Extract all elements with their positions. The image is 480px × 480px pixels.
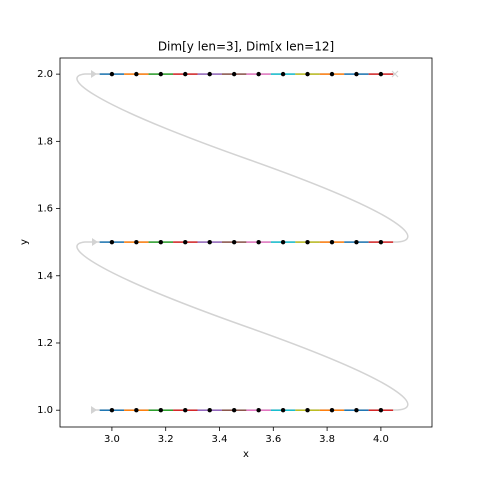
end-marker — [391, 70, 399, 78]
point — [378, 71, 384, 77]
point — [280, 71, 286, 77]
marks — [99, 71, 394, 413]
point — [134, 71, 139, 77]
y-tick-label: 1.0 — [37, 405, 53, 416]
point — [378, 239, 384, 245]
point — [183, 407, 188, 413]
point — [231, 71, 237, 77]
point — [354, 71, 359, 77]
chart-title: Dim[y len=3], Dim[x len=12] — [158, 40, 334, 54]
point — [109, 71, 115, 77]
y-tick-label: 1.8 — [37, 136, 53, 147]
point — [280, 407, 286, 413]
point — [134, 239, 139, 245]
point — [158, 71, 164, 77]
point — [329, 239, 335, 245]
point — [329, 407, 335, 413]
point — [329, 71, 335, 77]
point — [231, 239, 237, 245]
point — [158, 239, 164, 245]
point — [109, 239, 115, 245]
x-tick-label: 3.6 — [265, 434, 281, 445]
point — [305, 239, 310, 245]
x-tick-label: 3.8 — [319, 434, 335, 445]
point — [183, 71, 188, 77]
start-marker — [91, 406, 97, 414]
point — [354, 239, 359, 245]
point — [305, 407, 310, 413]
point — [183, 239, 188, 245]
x-axis-label: x — [243, 449, 249, 460]
point — [256, 407, 261, 413]
point — [280, 239, 286, 245]
x-tick-label: 3.4 — [212, 434, 228, 445]
x-tick-label: 3.2 — [158, 434, 174, 445]
point — [158, 407, 164, 413]
point — [134, 407, 139, 413]
point — [354, 407, 359, 413]
y-tick-label: 2.0 — [37, 69, 53, 80]
y-tick-label: 1.4 — [37, 271, 53, 282]
point — [207, 239, 212, 245]
point — [378, 407, 384, 413]
y-tick-label: 1.2 — [37, 338, 53, 349]
point — [305, 71, 310, 77]
x-tick-label: 3.0 — [104, 434, 120, 445]
point — [256, 239, 261, 245]
plot-frame — [59, 57, 433, 428]
point — [207, 71, 212, 77]
point — [231, 407, 237, 413]
start-marker — [92, 238, 98, 246]
point — [207, 407, 212, 413]
point — [256, 71, 261, 77]
x-tick-label: 4.0 — [373, 434, 389, 445]
start-marker — [91, 70, 97, 78]
y-axis-label: y — [19, 239, 30, 245]
point — [109, 407, 115, 413]
y-tick-label: 1.6 — [37, 204, 53, 215]
